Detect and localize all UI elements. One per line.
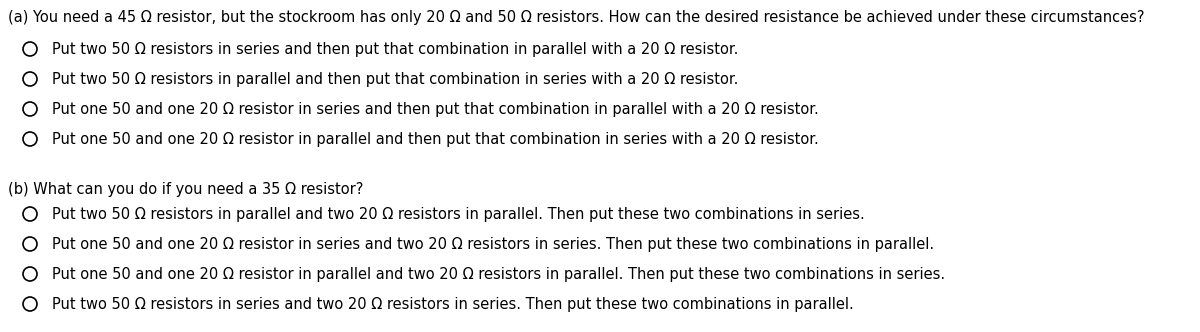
Text: Put one 50 and one 20 Ω resistor in series and two 20 Ω resistors in series. The: Put one 50 and one 20 Ω resistor in seri… <box>52 237 934 252</box>
Text: (a) You need a 45 Ω resistor, but the stockroom has only 20 Ω and 50 Ω resistors: (a) You need a 45 Ω resistor, but the st… <box>8 10 1145 25</box>
Text: Put two 50 Ω resistors in series and two 20 Ω resistors in series. Then put thes: Put two 50 Ω resistors in series and two… <box>52 297 853 312</box>
Text: Put one 50 and one 20 Ω resistor in parallel and two 20 Ω resistors in parallel.: Put one 50 and one 20 Ω resistor in para… <box>52 267 946 282</box>
Text: Put one 50 and one 20 Ω resistor in parallel and then put that combination in se: Put one 50 and one 20 Ω resistor in para… <box>52 132 818 147</box>
Text: Put two 50 Ω resistors in parallel and two 20 Ω resistors in parallel. Then put : Put two 50 Ω resistors in parallel and t… <box>52 207 865 222</box>
Text: Put two 50 Ω resistors in parallel and then put that combination in series with : Put two 50 Ω resistors in parallel and t… <box>52 72 738 87</box>
Text: Put one 50 and one 20 Ω resistor in series and then put that combination in para: Put one 50 and one 20 Ω resistor in seri… <box>52 102 818 117</box>
Text: (b) What can you do if you need a 35 Ω resistor?: (b) What can you do if you need a 35 Ω r… <box>8 182 364 197</box>
Text: Put two 50 Ω resistors in series and then put that combination in parallel with : Put two 50 Ω resistors in series and the… <box>52 42 738 57</box>
